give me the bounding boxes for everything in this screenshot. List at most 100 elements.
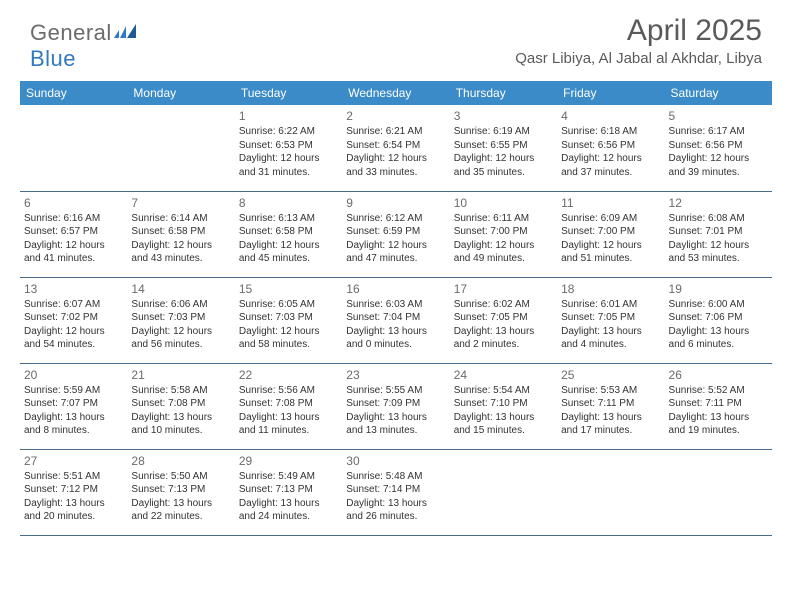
- day-sunrise: Sunrise: 5:51 AM: [24, 470, 123, 484]
- day-number: 2: [346, 108, 445, 124]
- day-sunset: Sunset: 6:55 PM: [454, 139, 553, 153]
- day-number: 30: [346, 453, 445, 469]
- day-sunset: Sunset: 7:12 PM: [24, 483, 123, 497]
- page-header: General Blue April 2025 Qasr Libiya, Al …: [0, 0, 792, 73]
- day-number: 11: [561, 195, 660, 211]
- day-sunrise: Sunrise: 6:02 AM: [454, 298, 553, 312]
- day-number: 29: [239, 453, 338, 469]
- calendar-table: SundayMondayTuesdayWednesdayThursdayFrid…: [20, 81, 772, 536]
- day-sunrise: Sunrise: 5:50 AM: [131, 470, 230, 484]
- calendar-day-cell: 25Sunrise: 5:53 AMSunset: 7:11 PMDayligh…: [557, 363, 664, 449]
- calendar-empty-cell: [127, 105, 234, 191]
- day-number: 25: [561, 367, 660, 383]
- day-number: 17: [454, 281, 553, 297]
- calendar-thead: SundayMondayTuesdayWednesdayThursdayFrid…: [20, 81, 772, 105]
- calendar-week-row: 6Sunrise: 6:16 AMSunset: 6:57 PMDaylight…: [20, 191, 772, 277]
- day-sunset: Sunset: 7:05 PM: [454, 311, 553, 325]
- calendar-day-cell: 4Sunrise: 6:18 AMSunset: 6:56 PMDaylight…: [557, 105, 664, 191]
- day-daylight: Daylight: 12 hours and 56 minutes.: [131, 325, 230, 352]
- day-daylight: Daylight: 12 hours and 45 minutes.: [239, 239, 338, 266]
- calendar-day-cell: 5Sunrise: 6:17 AMSunset: 6:56 PMDaylight…: [665, 105, 772, 191]
- day-header: Saturday: [665, 81, 772, 105]
- day-number: 16: [346, 281, 445, 297]
- day-daylight: Daylight: 12 hours and 54 minutes.: [24, 325, 123, 352]
- day-daylight: Daylight: 12 hours and 37 minutes.: [561, 152, 660, 179]
- day-daylight: Daylight: 13 hours and 11 minutes.: [239, 411, 338, 438]
- calendar-day-cell: 23Sunrise: 5:55 AMSunset: 7:09 PMDayligh…: [342, 363, 449, 449]
- day-sunset: Sunset: 7:14 PM: [346, 483, 445, 497]
- day-sunrise: Sunrise: 6:11 AM: [454, 212, 553, 226]
- day-sunrise: Sunrise: 6:05 AM: [239, 298, 338, 312]
- day-sunset: Sunset: 7:09 PM: [346, 397, 445, 411]
- day-number: 24: [454, 367, 553, 383]
- calendar-empty-cell: [20, 105, 127, 191]
- day-sunset: Sunset: 7:08 PM: [239, 397, 338, 411]
- day-daylight: Daylight: 13 hours and 6 minutes.: [669, 325, 768, 352]
- day-sunrise: Sunrise: 5:56 AM: [239, 384, 338, 398]
- day-sunrise: Sunrise: 5:54 AM: [454, 384, 553, 398]
- calendar-day-cell: 19Sunrise: 6:00 AMSunset: 7:06 PMDayligh…: [665, 277, 772, 363]
- day-daylight: Daylight: 12 hours and 35 minutes.: [454, 152, 553, 179]
- calendar-day-cell: 2Sunrise: 6:21 AMSunset: 6:54 PMDaylight…: [342, 105, 449, 191]
- day-number: 3: [454, 108, 553, 124]
- day-daylight: Daylight: 13 hours and 20 minutes.: [24, 497, 123, 524]
- day-sunset: Sunset: 7:00 PM: [561, 225, 660, 239]
- day-daylight: Daylight: 12 hours and 58 minutes.: [239, 325, 338, 352]
- logo-word1: General: [30, 20, 112, 45]
- day-daylight: Daylight: 12 hours and 31 minutes.: [239, 152, 338, 179]
- day-sunrise: Sunrise: 5:49 AM: [239, 470, 338, 484]
- day-sunrise: Sunrise: 5:58 AM: [131, 384, 230, 398]
- day-sunrise: Sunrise: 5:48 AM: [346, 470, 445, 484]
- day-sunrise: Sunrise: 6:14 AM: [131, 212, 230, 226]
- day-daylight: Daylight: 12 hours and 43 minutes.: [131, 239, 230, 266]
- day-sunset: Sunset: 7:03 PM: [239, 311, 338, 325]
- calendar-day-cell: 1Sunrise: 6:22 AMSunset: 6:53 PMDaylight…: [235, 105, 342, 191]
- day-sunrise: Sunrise: 6:09 AM: [561, 212, 660, 226]
- calendar-day-cell: 30Sunrise: 5:48 AMSunset: 7:14 PMDayligh…: [342, 449, 449, 535]
- day-sunrise: Sunrise: 6:08 AM: [669, 212, 768, 226]
- day-header: Sunday: [20, 81, 127, 105]
- day-sunset: Sunset: 7:11 PM: [669, 397, 768, 411]
- day-daylight: Daylight: 12 hours and 51 minutes.: [561, 239, 660, 266]
- day-number: 10: [454, 195, 553, 211]
- day-header: Monday: [127, 81, 234, 105]
- logo-chart-icon: [114, 18, 136, 44]
- calendar-day-cell: 13Sunrise: 6:07 AMSunset: 7:02 PMDayligh…: [20, 277, 127, 363]
- day-number: 1: [239, 108, 338, 124]
- calendar-day-cell: 7Sunrise: 6:14 AMSunset: 6:58 PMDaylight…: [127, 191, 234, 277]
- calendar-day-cell: 21Sunrise: 5:58 AMSunset: 7:08 PMDayligh…: [127, 363, 234, 449]
- day-sunrise: Sunrise: 6:13 AM: [239, 212, 338, 226]
- day-sunset: Sunset: 7:05 PM: [561, 311, 660, 325]
- calendar-week-row: 27Sunrise: 5:51 AMSunset: 7:12 PMDayligh…: [20, 449, 772, 535]
- day-number: 5: [669, 108, 768, 124]
- day-sunrise: Sunrise: 6:06 AM: [131, 298, 230, 312]
- calendar-day-cell: 8Sunrise: 6:13 AMSunset: 6:58 PMDaylight…: [235, 191, 342, 277]
- day-sunset: Sunset: 7:01 PM: [669, 225, 768, 239]
- day-sunset: Sunset: 6:59 PM: [346, 225, 445, 239]
- day-sunset: Sunset: 7:04 PM: [346, 311, 445, 325]
- calendar-week-row: 20Sunrise: 5:59 AMSunset: 7:07 PMDayligh…: [20, 363, 772, 449]
- day-daylight: Daylight: 12 hours and 33 minutes.: [346, 152, 445, 179]
- calendar-day-cell: 28Sunrise: 5:50 AMSunset: 7:13 PMDayligh…: [127, 449, 234, 535]
- logo-word2: Blue: [30, 46, 76, 71]
- day-number: 19: [669, 281, 768, 297]
- day-daylight: Daylight: 13 hours and 4 minutes.: [561, 325, 660, 352]
- day-daylight: Daylight: 13 hours and 19 minutes.: [669, 411, 768, 438]
- day-sunset: Sunset: 6:53 PM: [239, 139, 338, 153]
- day-sunrise: Sunrise: 6:18 AM: [561, 125, 660, 139]
- location-text: Qasr Libiya, Al Jabal al Akhdar, Libya: [30, 50, 762, 67]
- day-number: 9: [346, 195, 445, 211]
- day-number: 23: [346, 367, 445, 383]
- calendar-empty-cell: [557, 449, 664, 535]
- day-header: Tuesday: [235, 81, 342, 105]
- day-sunset: Sunset: 6:57 PM: [24, 225, 123, 239]
- calendar-day-cell: 24Sunrise: 5:54 AMSunset: 7:10 PMDayligh…: [450, 363, 557, 449]
- day-number: 27: [24, 453, 123, 469]
- day-sunrise: Sunrise: 5:55 AM: [346, 384, 445, 398]
- day-daylight: Daylight: 12 hours and 41 minutes.: [24, 239, 123, 266]
- day-sunset: Sunset: 7:06 PM: [669, 311, 768, 325]
- day-sunrise: Sunrise: 6:03 AM: [346, 298, 445, 312]
- day-daylight: Daylight: 13 hours and 13 minutes.: [346, 411, 445, 438]
- calendar-day-cell: 16Sunrise: 6:03 AMSunset: 7:04 PMDayligh…: [342, 277, 449, 363]
- day-number: 7: [131, 195, 230, 211]
